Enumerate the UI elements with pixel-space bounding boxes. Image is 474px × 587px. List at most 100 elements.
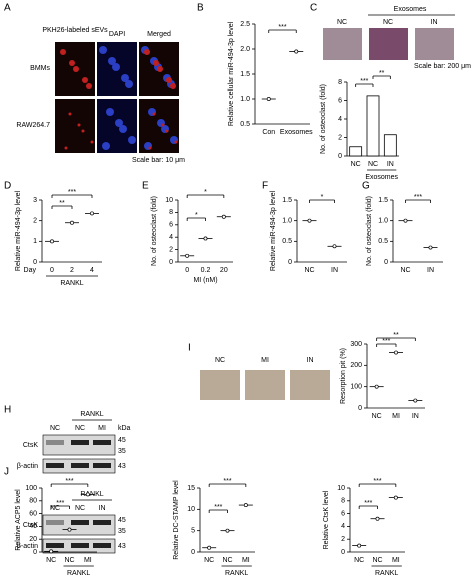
nucleus bbox=[112, 63, 120, 71]
significance: ** bbox=[393, 332, 399, 339]
y-tick-label: 1.5 bbox=[282, 197, 292, 204]
y-tick-label: 5 bbox=[191, 528, 195, 535]
y-tick-label: 4 bbox=[338, 116, 342, 123]
band bbox=[46, 440, 64, 445]
vesicle bbox=[165, 129, 169, 133]
panel-letter: J bbox=[4, 467, 9, 478]
x-tick-label: IN bbox=[331, 267, 338, 274]
y-tick-label: 2 bbox=[33, 218, 37, 225]
band bbox=[46, 463, 64, 468]
micrograph bbox=[323, 28, 362, 60]
y-tick-label: 4 bbox=[341, 523, 345, 530]
y-tick-label: 0 bbox=[288, 259, 292, 266]
x-tick-label: NC bbox=[372, 413, 382, 420]
band bbox=[71, 440, 89, 445]
label: BMMs bbox=[30, 65, 50, 72]
band bbox=[46, 520, 64, 525]
panel-letter: H bbox=[4, 405, 11, 416]
nucleus bbox=[99, 46, 107, 54]
y-tick-label: 1.0 bbox=[378, 218, 388, 225]
y-axis-label: Relative miR-494-3p level bbox=[270, 190, 277, 271]
group-label: RANKL bbox=[60, 280, 83, 287]
vesicle bbox=[68, 112, 72, 116]
panel-letter: I bbox=[188, 343, 191, 354]
point bbox=[307, 218, 312, 223]
label: Scale bar: 10 μm bbox=[132, 157, 185, 164]
vesicle bbox=[157, 66, 163, 72]
label: NC bbox=[50, 505, 60, 512]
point bbox=[90, 211, 94, 216]
micrograph bbox=[369, 28, 408, 60]
vesicle bbox=[153, 60, 159, 66]
label: β-actin bbox=[17, 463, 38, 470]
bar bbox=[349, 146, 363, 157]
y-tick-label: 3 bbox=[33, 197, 37, 204]
significance: ** bbox=[379, 70, 385, 77]
y-tick-label: 10 bbox=[165, 197, 173, 204]
x-tick-label: NC bbox=[354, 557, 364, 564]
x-tick-label: Exosomes bbox=[280, 129, 313, 136]
band bbox=[71, 520, 89, 525]
x-tick-label: 0 bbox=[185, 267, 189, 274]
vesicle bbox=[148, 146, 152, 150]
label: 35 bbox=[118, 528, 126, 535]
x-axis-label: Day bbox=[24, 267, 37, 274]
point bbox=[221, 214, 226, 219]
nucleus bbox=[108, 57, 116, 65]
label: 45 bbox=[118, 517, 126, 524]
y-tick-label: 200 bbox=[350, 362, 362, 369]
micrograph bbox=[55, 99, 95, 153]
significance: *** bbox=[65, 478, 73, 485]
label: β-actin bbox=[17, 543, 38, 550]
y-tick-label: 8 bbox=[341, 498, 345, 505]
point bbox=[225, 528, 230, 533]
vesicle bbox=[152, 112, 156, 116]
y-tick-label: 0 bbox=[358, 405, 362, 412]
point bbox=[266, 97, 271, 101]
y-tick-label: 0 bbox=[341, 549, 345, 556]
group-label: RANKL bbox=[225, 570, 248, 577]
significance: * bbox=[195, 212, 198, 219]
x-tick-label: NC bbox=[368, 161, 378, 168]
x-tick-label: NC bbox=[46, 557, 56, 564]
y-tick-label: 0 bbox=[33, 549, 37, 556]
x-tick-label: NC bbox=[372, 557, 382, 564]
vesicle bbox=[170, 83, 176, 89]
vesicle bbox=[90, 140, 94, 144]
y-tick-label: 0.5 bbox=[240, 121, 250, 128]
band bbox=[71, 463, 89, 468]
panel-letter: G bbox=[362, 181, 370, 192]
y-tick-label: 0.5 bbox=[378, 238, 388, 245]
y-axis-label: No. of osteoclast (fold) bbox=[320, 84, 327, 154]
band bbox=[93, 440, 111, 445]
x-tick-label: 2 bbox=[70, 267, 74, 274]
point bbox=[49, 549, 54, 554]
label: kDa bbox=[118, 425, 131, 432]
point bbox=[67, 527, 72, 532]
nucleus bbox=[102, 142, 110, 150]
vesicle bbox=[174, 140, 178, 144]
y-tick-label: 15 bbox=[187, 485, 195, 492]
label: PKH26-labeled sEVs bbox=[42, 27, 108, 34]
x-tick-label: MI bbox=[392, 557, 400, 564]
label: RAW264.7 bbox=[16, 122, 50, 129]
label: CtsK bbox=[23, 442, 39, 449]
significance: *** bbox=[68, 189, 76, 196]
point bbox=[357, 543, 362, 548]
label: 43 bbox=[118, 543, 126, 550]
label: IN bbox=[307, 357, 314, 364]
y-axis-label: No. of osteoclast (fold) bbox=[366, 196, 373, 266]
nucleus bbox=[128, 136, 136, 144]
x-tick-label: MI bbox=[392, 413, 400, 420]
x-tick-label: IN bbox=[412, 413, 419, 420]
label: NC bbox=[215, 357, 225, 364]
y-tick-label: 6 bbox=[169, 222, 173, 229]
x-tick-label: NC bbox=[222, 557, 232, 564]
vesicle bbox=[60, 49, 66, 55]
vesicle bbox=[73, 66, 79, 72]
micrograph bbox=[415, 28, 454, 60]
x-tick-label: MI bbox=[84, 557, 92, 564]
y-tick-label: 4 bbox=[169, 234, 173, 241]
y-axis-label: Relative CtsK level bbox=[323, 490, 330, 549]
x-tick-label: NC bbox=[64, 557, 74, 564]
